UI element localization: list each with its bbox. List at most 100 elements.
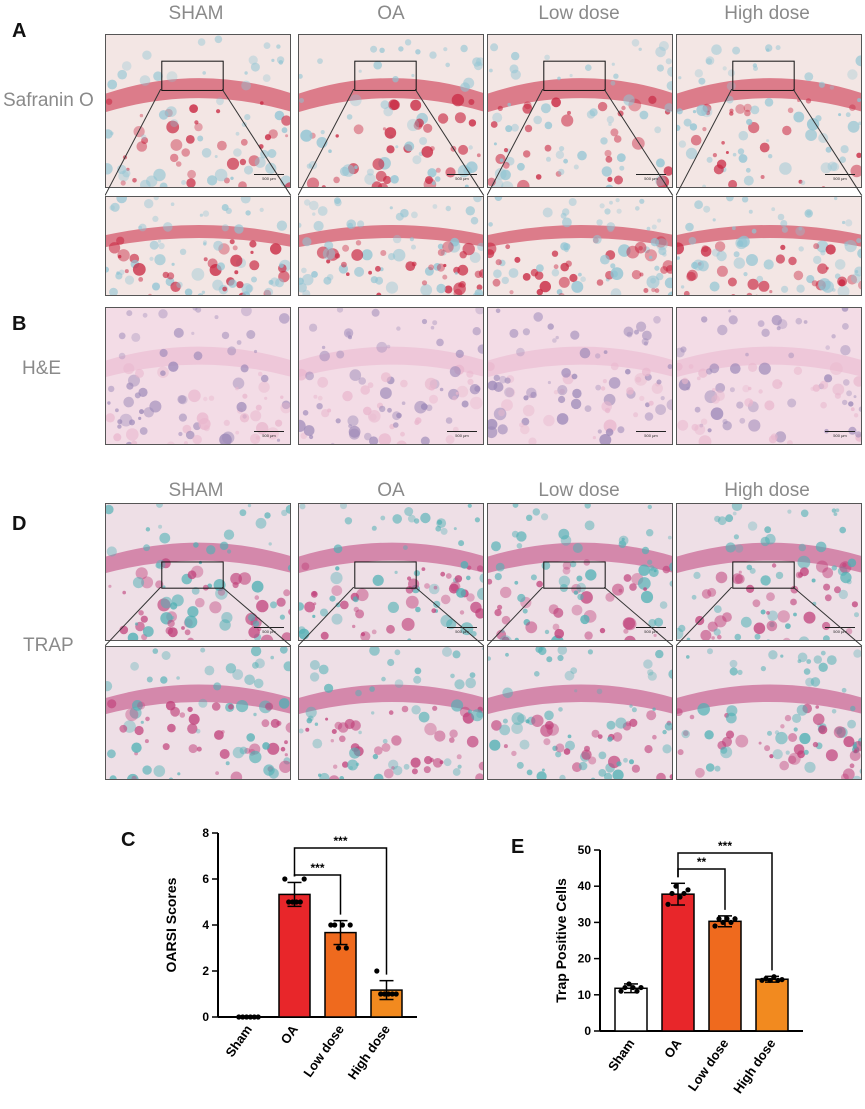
row-label-trap: TRAP <box>23 635 74 656</box>
y-tick-label: 2 <box>202 964 209 978</box>
bar-oa <box>661 893 695 1032</box>
y-tick-label: 8 <box>202 826 209 840</box>
data-point <box>389 991 395 997</box>
data-point <box>622 984 628 991</box>
bar-oa <box>278 893 311 1018</box>
data-point <box>630 984 636 991</box>
micrograph-he: 500 μm <box>298 307 484 445</box>
significance-bracket <box>293 847 388 975</box>
col-label-oa-d: OA <box>377 480 405 501</box>
data-point <box>247 1014 254 1020</box>
y-tick-label: 30 <box>578 915 592 929</box>
micrograph-trap-zoom <box>105 646 291 780</box>
scale-bar: 500 μm <box>254 174 284 181</box>
zoom-connector <box>676 587 733 647</box>
micrograph-he: 500 μm <box>487 307 673 445</box>
micrograph-trap-zoom <box>487 646 673 780</box>
x-tick-label: High dose <box>730 1036 778 1096</box>
y-tick-label: 0 <box>202 1010 209 1024</box>
zoom-connector <box>298 587 355 647</box>
data-point <box>720 919 726 925</box>
data-point <box>335 945 342 951</box>
panel-letter-d: D <box>12 513 27 535</box>
micrograph-safranin-zoom <box>105 196 291 296</box>
data-point <box>665 901 671 907</box>
zoom-connector <box>487 89 544 197</box>
zoom-connector <box>105 587 162 647</box>
col-label-low-dose-d: Low dose <box>538 480 620 501</box>
significance-bracket <box>677 852 773 971</box>
bar-low-dose <box>708 920 742 1032</box>
data-point <box>293 899 300 905</box>
data-point <box>626 981 632 987</box>
scale-bar: 500 μm <box>254 431 284 438</box>
micrograph-safranin-zoom <box>298 196 484 296</box>
col-label-sham: SHAM <box>168 3 224 24</box>
micrograph-he: 500 μm <box>676 307 862 445</box>
micrograph-trap-overview: 500 μm <box>487 503 673 641</box>
zoom-connector <box>222 587 292 647</box>
data-point <box>732 916 738 922</box>
x-tick-label: High dose <box>345 1022 393 1082</box>
data-point <box>240 1014 246 1020</box>
y-tick-label: 4 <box>202 918 209 932</box>
data-point <box>343 945 349 951</box>
data-point <box>673 883 679 889</box>
zoom-connector <box>415 89 485 197</box>
data-point <box>297 899 303 905</box>
data-point <box>775 977 781 983</box>
x-tick-label: Low dose <box>685 1036 732 1094</box>
micrograph-safranin-overview: 500 μm <box>298 34 484 188</box>
zoom-connector <box>298 89 355 197</box>
x-tick-label: OA <box>277 1022 301 1047</box>
y-tick-label: 6 <box>202 872 209 886</box>
panel-letter-c: C <box>121 829 136 851</box>
data-point <box>767 977 773 983</box>
data-point <box>339 922 346 928</box>
y-tick-label: 40 <box>578 879 592 893</box>
scale-bar: 500 μm <box>447 174 477 181</box>
bar-high-dose <box>755 978 789 1032</box>
data-point <box>393 991 399 997</box>
micrograph-safranin-zoom <box>676 196 862 296</box>
data-point <box>289 899 296 905</box>
data-point <box>669 890 675 897</box>
data-point <box>771 974 777 980</box>
scale-bar: 500 μm <box>636 174 666 181</box>
significance-label: *** <box>333 834 347 848</box>
micrograph-trap-overview: 500 μm <box>676 503 862 641</box>
panel-letter-a: A <box>12 20 27 42</box>
data-point <box>282 876 288 882</box>
micrograph-safranin-overview: 500 μm <box>676 34 862 188</box>
y-tick-label: 10 <box>578 988 592 1002</box>
y-axis-label: OARSI Scores <box>163 877 179 972</box>
panel-letter-e: E <box>511 836 525 858</box>
data-point <box>779 976 785 983</box>
data-point <box>286 899 292 905</box>
data-point <box>251 1014 257 1020</box>
data-point <box>728 919 734 925</box>
col-label-low-dose: Low dose <box>538 3 620 24</box>
chart-trap-positive-cells: 0 10 20 30 40 50 Trap Positive Cells Sham OA Low … <box>555 839 803 1096</box>
y-tick-label: 20 <box>578 952 592 966</box>
data-point <box>677 894 683 900</box>
bar-sham <box>614 987 648 1032</box>
scale-bar: 500 μm <box>825 431 855 438</box>
zoom-connector <box>222 89 292 197</box>
micrograph-he: 500 μm <box>105 307 291 445</box>
x-tick-label: Sham <box>222 1022 255 1060</box>
row-label-safranin: Safranin O <box>3 90 94 111</box>
significance-label: ** <box>697 855 707 869</box>
zoom-connector <box>604 587 674 647</box>
y-axis-label: Trap Positive Cells <box>555 878 569 1003</box>
data-point <box>347 922 353 928</box>
zoom-connector <box>793 587 863 647</box>
data-point <box>634 988 640 994</box>
x-tick-label: OA <box>661 1036 685 1061</box>
panel-letter-b: B <box>12 313 27 335</box>
significance-label: *** <box>310 861 324 875</box>
data-point <box>712 923 718 929</box>
y-tick-label: 50 <box>578 843 592 857</box>
zoom-connector <box>415 587 485 647</box>
